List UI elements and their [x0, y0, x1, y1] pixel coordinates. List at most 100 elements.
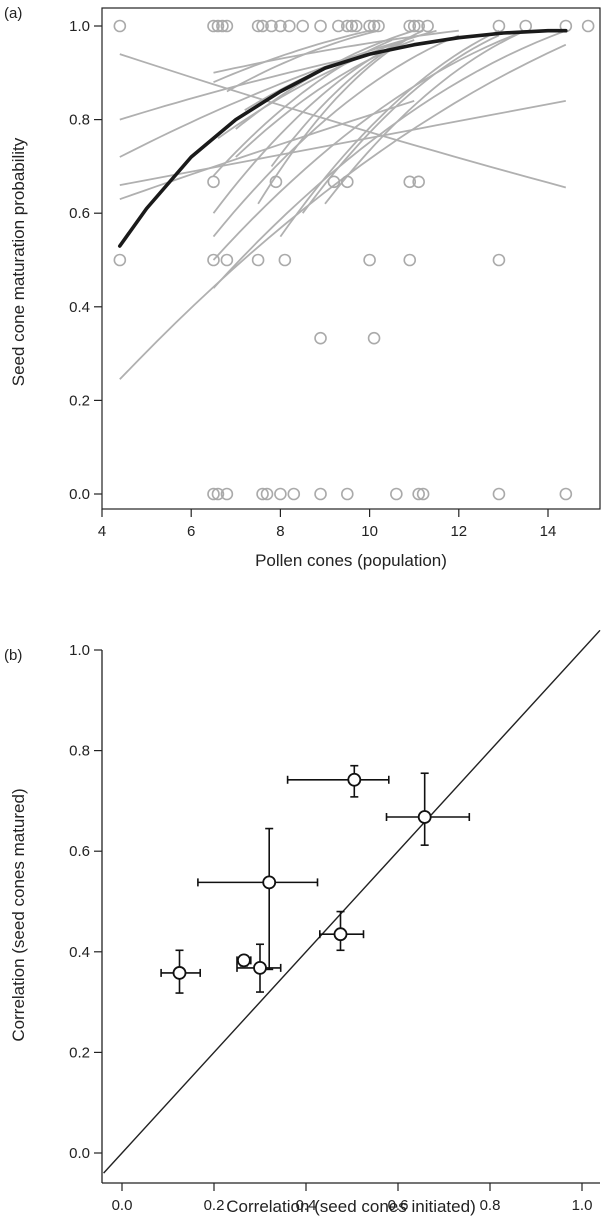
data-point-a [340, 19, 354, 33]
data-point-a [367, 19, 381, 33]
data-point-a [492, 19, 506, 33]
panel-a: (a) 4 6 8 10 12 14 0.0 0.2 0.4 0.6 0.8 1.0 Pollen … [4, 5, 601, 570]
x-axis-b: 0.0 0.2 0.4 0.6 0.8 1.0 [112, 1183, 592, 1214]
data-point-a [207, 19, 220, 33]
data-point-a [412, 175, 425, 189]
scatter-points-a [113, 19, 595, 501]
data-point-a [492, 487, 506, 501]
group-fit-line [301, 34, 500, 214]
data-point-a [416, 487, 430, 501]
x-tick-label-b: 0.2 [204, 1197, 225, 1214]
data-point-a [220, 19, 234, 33]
data-point-a [349, 19, 363, 33]
y-tick-label-b: 1.0 [69, 642, 90, 659]
y-tick-label-a: 0.8 [69, 112, 90, 129]
data-point-b [417, 810, 432, 824]
group-fit-line [279, 29, 500, 238]
y-tick-label-a: 0.0 [69, 486, 90, 503]
group-fit-line [235, 39, 415, 158]
x-tick-label-a: 4 [98, 523, 106, 540]
data-point-a [403, 253, 417, 267]
data-point-a [363, 253, 376, 267]
data-point-a [372, 19, 385, 33]
x-tick-label-a: 14 [540, 523, 557, 540]
panel-b: (b) 0.0 0.2 0.4 0.6 0.8 1.0 0.0 0.2 0.4 0.6 0.8 1.… [4, 629, 601, 1216]
data-point-a [220, 253, 234, 267]
data-point-a [407, 19, 421, 33]
data-point-a [274, 19, 287, 33]
group-fit-line [324, 29, 527, 205]
y-tick-label-a: 0.2 [69, 392, 90, 409]
data-point-a [314, 487, 327, 501]
data-point-a [211, 487, 225, 501]
data-point-a [269, 175, 283, 189]
data-point-a [207, 175, 220, 189]
data-point-a [296, 19, 310, 33]
data-point-a [251, 19, 265, 33]
x-tick-label-b: 0.6 [388, 1197, 409, 1214]
data-point-a [412, 19, 425, 33]
data-point-a [327, 175, 341, 189]
data-point-a [220, 487, 234, 501]
data-point-a [492, 253, 506, 267]
x-tick-label-a: 6 [187, 523, 195, 540]
y-tick-label-b: 0.8 [69, 743, 90, 760]
data-point-a [113, 253, 127, 267]
data-point-a [207, 253, 220, 267]
data-point-a [314, 331, 327, 345]
data-point-a [345, 19, 359, 33]
group-fit-line [119, 100, 566, 186]
y-axis-title-b: Correlation (seed cones matured) [9, 788, 28, 1041]
data-point-a [283, 19, 296, 33]
panel-b-label: (b) [4, 647, 22, 664]
identity-line [103, 629, 601, 1174]
y-tick-label-b: 0.4 [69, 944, 90, 961]
overall-fit-line [118, 28, 568, 248]
data-point-a [260, 487, 274, 501]
y-tick-label-b: 0.0 [69, 1145, 90, 1162]
data-point-b [253, 960, 267, 975]
data-point-a [207, 487, 220, 501]
data-point-a [265, 19, 278, 33]
x-tick-label-b: 0.0 [112, 1197, 133, 1214]
data-point-a [403, 175, 417, 189]
data-point-a [340, 175, 354, 189]
data-point-a [274, 487, 287, 501]
data-point-a [390, 487, 403, 501]
overall-fit-a [118, 28, 568, 248]
data-point-b [262, 875, 277, 890]
y-tick-label-b: 0.6 [69, 843, 90, 860]
data-point-a [581, 19, 595, 33]
y-tick-label-a: 1.0 [69, 18, 90, 35]
data-point-a [340, 487, 354, 501]
data-point-a [287, 487, 301, 501]
panel-a-label: (a) [4, 5, 22, 22]
data-point-a [332, 19, 345, 33]
group-fit-line [212, 29, 527, 261]
data-point-a [363, 19, 376, 33]
error-bars-b [160, 764, 471, 994]
data-point-b [347, 772, 362, 787]
group-fit-lines [119, 29, 567, 380]
group-fit-line [119, 53, 361, 158]
data-point-a [314, 19, 327, 33]
x-tick-label-a: 12 [450, 523, 467, 540]
data-point-a [256, 19, 269, 33]
data-point-a [421, 19, 434, 33]
y-tick-label-b: 0.2 [69, 1044, 90, 1061]
x-tick-label-b: 0.4 [296, 1197, 317, 1214]
x-axis-title-a: Pollen cones (population) [255, 551, 447, 570]
x-tick-label-b: 0.8 [480, 1197, 501, 1214]
data-point-a [367, 331, 381, 345]
data-point-a [256, 487, 269, 501]
y-axis-title-a: Seed cone maturation probability [9, 137, 28, 386]
group-fit-line [212, 29, 567, 289]
data-point-a [113, 19, 127, 33]
group-fit-line [270, 29, 424, 167]
data-point-a [403, 19, 417, 33]
y-tick-label-a: 0.4 [69, 299, 90, 316]
group-fit-line [213, 29, 370, 84]
group-fit-line [217, 29, 437, 140]
scatter-points-b [172, 772, 432, 980]
